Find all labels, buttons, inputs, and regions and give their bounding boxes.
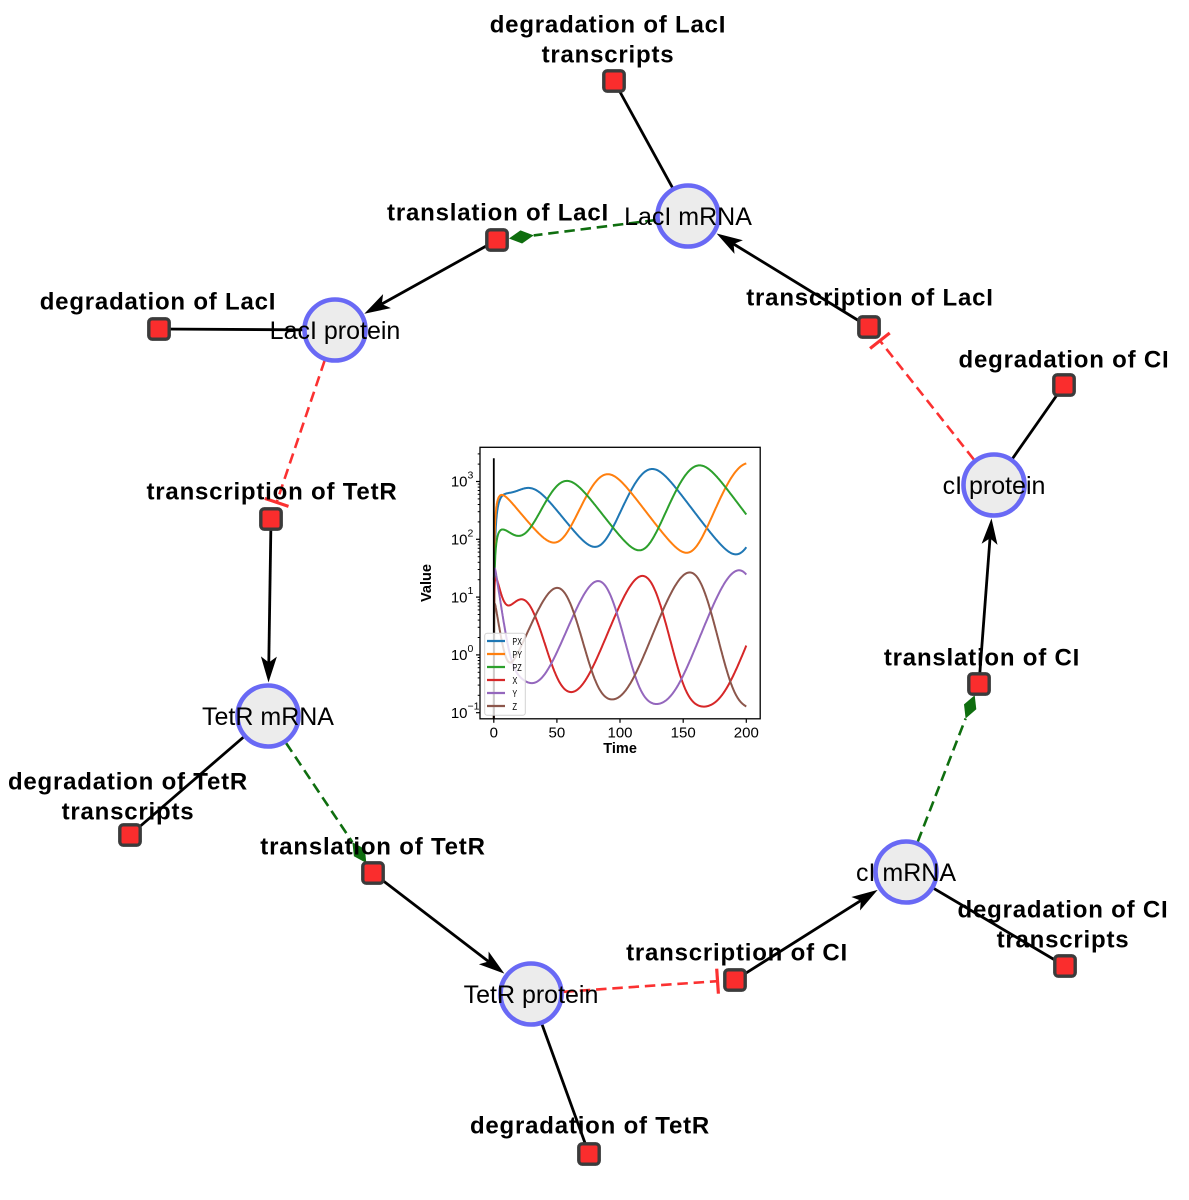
svg-text:10: 10 <box>451 589 468 606</box>
svg-text:LacI mRNA: LacI mRNA <box>624 203 752 231</box>
svg-text:Z: Z <box>512 702 517 713</box>
svg-text:50: 50 <box>549 724 566 741</box>
svg-text:cI mRNA: cI mRNA <box>856 859 956 887</box>
svg-text:transcription of TetR: transcription of TetR <box>146 479 397 506</box>
svg-text:2: 2 <box>468 527 474 539</box>
svg-text:translation of LacI: translation of LacI <box>387 200 609 227</box>
svg-text:transcription of CI: transcription of CI <box>626 940 848 967</box>
svg-text:transcription of LacI: transcription of LacI <box>746 285 994 312</box>
svg-text:10: 10 <box>451 647 468 664</box>
svg-text:3: 3 <box>468 470 474 482</box>
svg-text:degradation of CI: degradation of CI <box>959 347 1170 374</box>
svg-text:−1: −1 <box>468 701 480 713</box>
svg-text:PY: PY <box>512 650 522 661</box>
svg-text:transcripts: transcripts <box>997 927 1130 954</box>
svg-text:Y: Y <box>512 689 517 700</box>
svg-text:10: 10 <box>451 532 468 549</box>
svg-text:LacI protein: LacI protein <box>270 317 401 345</box>
svg-text:PX: PX <box>512 637 522 648</box>
svg-text:PZ: PZ <box>512 663 521 674</box>
svg-text:100: 100 <box>607 724 632 741</box>
svg-text:0: 0 <box>490 724 498 741</box>
svg-text:200: 200 <box>734 724 759 741</box>
svg-text:TetR protein: TetR protein <box>464 981 599 1009</box>
svg-text:TetR mRNA: TetR mRNA <box>202 703 334 731</box>
svg-text:degradation of LacI: degradation of LacI <box>40 289 277 316</box>
svg-text:translation of TetR: translation of TetR <box>260 834 485 861</box>
svg-text:150: 150 <box>671 724 696 741</box>
svg-text:Value: Value <box>419 564 435 602</box>
svg-text:degradation of CI: degradation of CI <box>958 897 1169 924</box>
svg-text:degradation of TetR: degradation of TetR <box>8 769 248 796</box>
svg-text:translation of CI: translation of CI <box>884 645 1080 672</box>
svg-text:Time: Time <box>603 741 637 757</box>
svg-text:degradation of LacI: degradation of LacI <box>490 12 727 39</box>
svg-text:X: X <box>512 676 517 687</box>
svg-text:degradation of TetR: degradation of TetR <box>470 1113 710 1140</box>
svg-text:0: 0 <box>468 643 474 655</box>
svg-text:transcripts: transcripts <box>542 42 675 69</box>
svg-text:cI protein: cI protein <box>943 472 1046 500</box>
svg-text:1: 1 <box>468 585 474 597</box>
svg-text:transcripts: transcripts <box>62 799 195 826</box>
svg-text:10: 10 <box>451 705 468 722</box>
svg-text:10: 10 <box>451 474 468 491</box>
